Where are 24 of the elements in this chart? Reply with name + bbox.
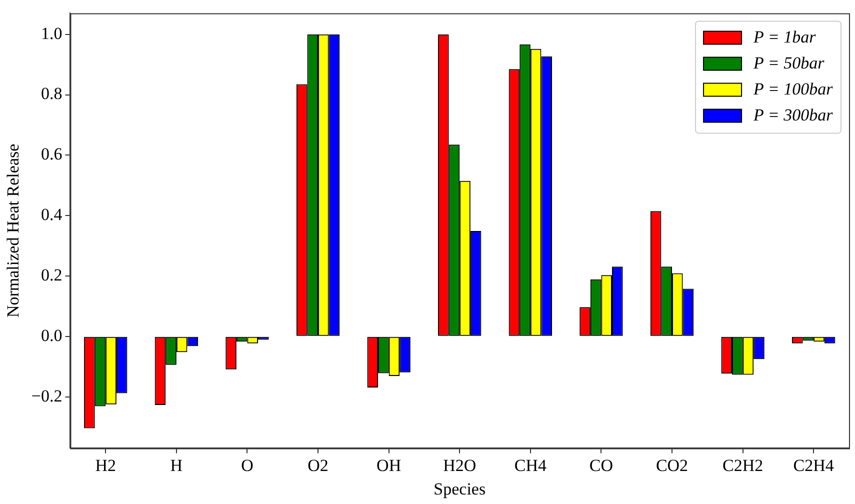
x-tick-label: H2 [95,456,116,475]
y-tick-label: 0.6 [40,144,62,164]
legend-label: P = 300bar [752,106,834,125]
x-tick-label: H2O [443,456,476,475]
y-tick-label: −0.2 [31,386,62,406]
x-tick-label: O [241,456,254,475]
y-tick-label: 0.4 [40,205,63,224]
y-tick-label: 0.0 [40,326,62,345]
x-tick-label: C2H4 [793,456,834,475]
y-tick-label: 1.0 [40,24,62,43]
x-tick-label: CO [589,456,614,475]
y-tick-label: 0.2 [40,265,62,284]
x-tick-label: CH4 [514,456,547,475]
x-tick-label: OH [376,456,402,475]
x-tick-label: C2H2 [722,456,764,475]
x-tick-label: H [170,456,183,475]
y-tick-label: 0.8 [40,84,62,104]
legend-label: P = 1bar [752,28,816,47]
x-tick-label: CO2 [656,456,688,475]
legend-label: P = 50bar [752,54,825,73]
x-axis-title: Species [434,479,486,498]
legend-label: P = 100bar [752,80,834,99]
y-axis-title: Normalized Heat Release [4,144,23,318]
x-tick-label: O2 [308,456,328,475]
